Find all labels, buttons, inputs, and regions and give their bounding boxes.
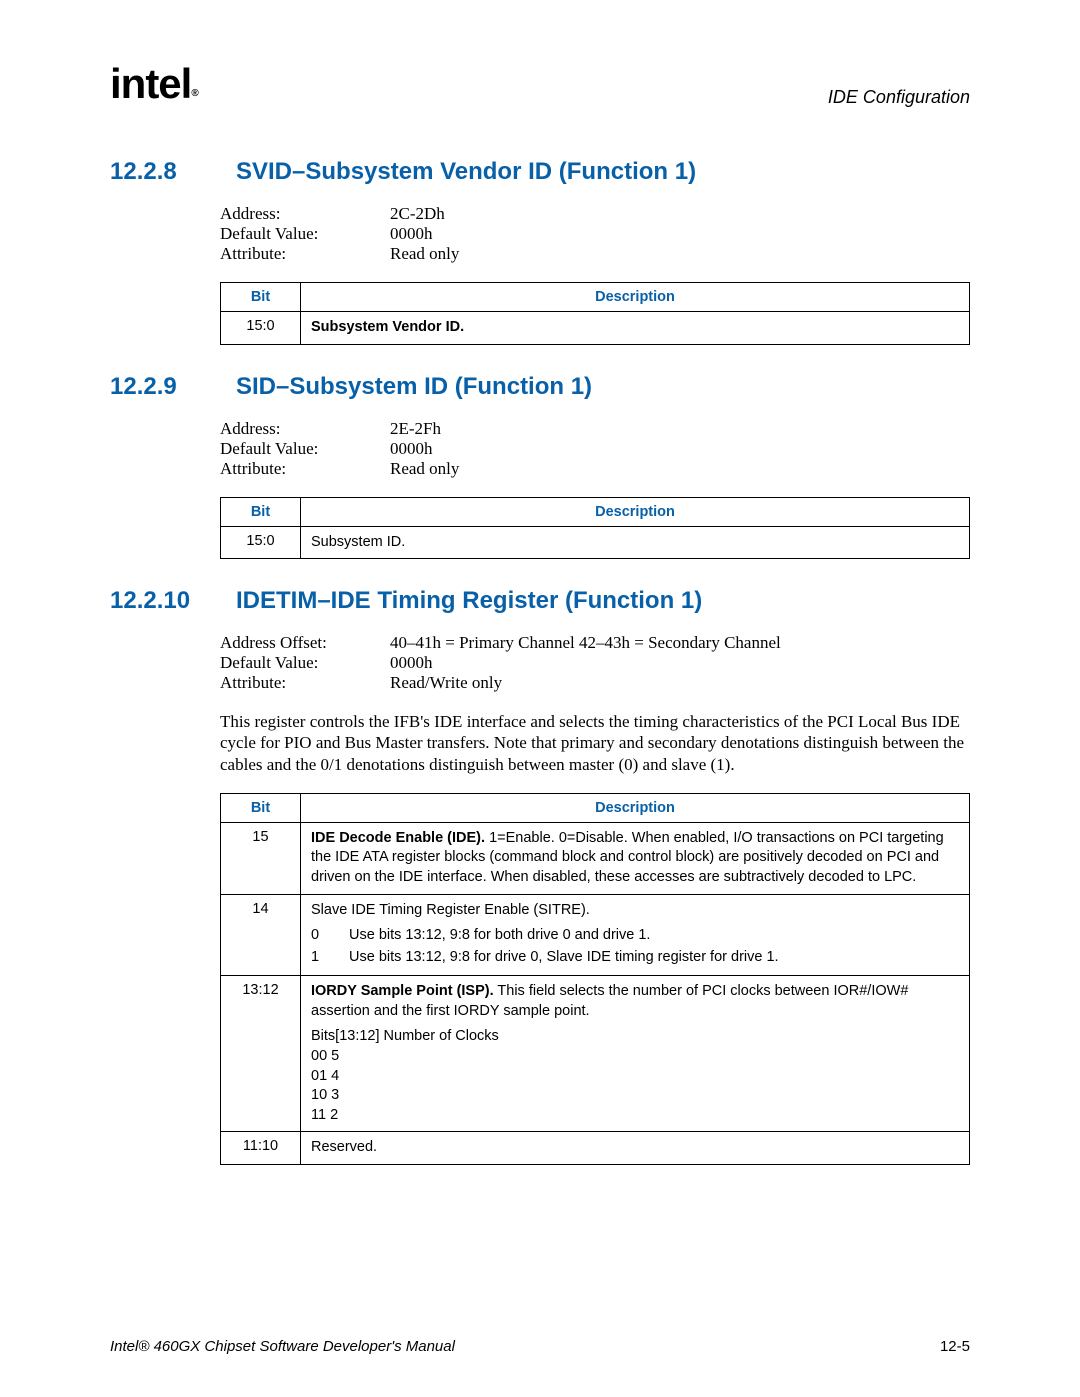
table-row: 13:12 IORDY Sample Point (ISP). This fie… [221, 976, 970, 1132]
page-number: 12-5 [940, 1338, 970, 1355]
field-value: 0000h [390, 653, 970, 673]
col-desc: Description [301, 793, 970, 822]
field-row: Attribute: Read/Write only [220, 673, 970, 693]
section-12-2-8: 12.2.8 SVID–Subsystem Vendor ID (Functio… [110, 158, 970, 345]
manual-title: Intel® 460GX Chipset Software Developer'… [110, 1338, 455, 1355]
logo-reg: ® [191, 88, 197, 99]
register-fields: Address Offset: 40–41h = Primary Channel… [220, 633, 970, 693]
field-row: Attribute: Read only [220, 244, 970, 264]
sub-value: Use bits 13:12, 9:8 for drive 0, Slave I… [349, 948, 779, 968]
desc-bold: IORDY Sample Point (ISP). [311, 983, 494, 999]
col-bit: Bit [221, 497, 301, 526]
col-desc: Description [301, 283, 970, 312]
field-row: Attribute: Read only [220, 459, 970, 479]
bit-cell: 15 [221, 822, 301, 894]
sub-list-row: 0 Use bits 13:12, 9:8 for both drive 0 a… [311, 926, 959, 946]
desc-cell: IDE Decode Enable (IDE). 1=Enable. 0=Dis… [301, 822, 970, 894]
register-table: Bit Description 15:0 Subsystem ID. [220, 497, 970, 560]
col-desc: Description [301, 497, 970, 526]
field-row: Default Value: 0000h [220, 224, 970, 244]
desc-cell: IORDY Sample Point (ISP). This field sel… [301, 976, 970, 1132]
clock-line: 00 5 [311, 1047, 959, 1067]
field-value: 40–41h = Primary Channel 42–43h = Second… [390, 633, 970, 653]
section-number: 12.2.8 [110, 158, 202, 186]
table-row: 15:0 Subsystem ID. [221, 526, 970, 559]
page-footer: Intel® 460GX Chipset Software Developer'… [110, 1338, 970, 1355]
table-row: 15:0 Subsystem Vendor ID. [221, 312, 970, 345]
field-value: 2E-2Fh [390, 419, 970, 439]
field-label: Default Value: [220, 224, 390, 244]
section-heading: 12.2.10 IDETIM–IDE Timing Register (Func… [110, 587, 970, 615]
field-value: Read/Write only [390, 673, 970, 693]
section-number: 12.2.10 [110, 587, 202, 615]
section-12-2-10: 12.2.10 IDETIM–IDE Timing Register (Func… [110, 587, 970, 1165]
bit-cell: 14 [221, 894, 301, 976]
col-bit: Bit [221, 793, 301, 822]
desc-cell: Reserved. [301, 1132, 970, 1165]
desc-cell: Subsystem Vendor ID. [301, 312, 970, 345]
table-header-row: Bit Description [221, 793, 970, 822]
register-fields: Address: 2C-2Dh Default Value: 0000h Att… [220, 204, 970, 264]
sub-list: 0 Use bits 13:12, 9:8 for both drive 0 a… [311, 926, 959, 967]
table-row: 15 IDE Decode Enable (IDE). 1=Enable. 0=… [221, 822, 970, 894]
sub-key: 0 [311, 926, 331, 946]
field-label: Address: [220, 204, 390, 224]
register-table: Bit Description 15 IDE Decode Enable (ID… [220, 793, 970, 1165]
field-row: Default Value: 0000h [220, 653, 970, 673]
bit-cell: 11:10 [221, 1132, 301, 1165]
section-heading: 12.2.8 SVID–Subsystem Vendor ID (Functio… [110, 158, 970, 186]
table-row: 14 Slave IDE Timing Register Enable (SIT… [221, 894, 970, 976]
register-table: Bit Description 15:0 Subsystem Vendor ID… [220, 282, 970, 345]
sub-heading: Bits[13:12] Number of Clocks [311, 1027, 959, 1047]
desc-bold: Subsystem Vendor ID. [311, 319, 464, 335]
desc-bold: IDE Decode Enable (IDE). [311, 830, 485, 846]
table-row: 11:10 Reserved. [221, 1132, 970, 1165]
field-value: Read only [390, 244, 970, 264]
table-header-row: Bit Description [221, 283, 970, 312]
field-label: Default Value: [220, 439, 390, 459]
section-number: 12.2.9 [110, 373, 202, 401]
field-value: Read only [390, 459, 970, 479]
sub-key: 1 [311, 948, 331, 968]
field-label: Attribute: [220, 459, 390, 479]
chapter-title: IDE Configuration [828, 87, 970, 108]
field-value: 0000h [390, 439, 970, 459]
section-body: This register controls the IFB's IDE int… [220, 711, 970, 775]
intel-logo: intel® [110, 60, 198, 108]
field-label: Address: [220, 419, 390, 439]
bit-cell: 13:12 [221, 976, 301, 1132]
field-row: Default Value: 0000h [220, 439, 970, 459]
field-label: Attribute: [220, 244, 390, 264]
field-label: Attribute: [220, 673, 390, 693]
field-row: Address Offset: 40–41h = Primary Channel… [220, 633, 970, 653]
desc-cell: Slave IDE Timing Register Enable (SITRE)… [301, 894, 970, 976]
desc-text: Slave IDE Timing Register Enable (SITRE)… [311, 902, 590, 918]
sub-list-row: 1 Use bits 13:12, 9:8 for drive 0, Slave… [311, 948, 959, 968]
clock-line: 01 4 [311, 1067, 959, 1087]
clock-line: 10 3 [311, 1086, 959, 1106]
section-12-2-9: 12.2.9 SID–Subsystem ID (Function 1) Add… [110, 373, 970, 560]
table-header-row: Bit Description [221, 497, 970, 526]
field-value: 0000h [390, 224, 970, 244]
clock-line: 11 2 [311, 1106, 959, 1126]
page: intel® IDE Configuration 12.2.8 SVID–Sub… [0, 0, 1080, 1397]
field-label: Address Offset: [220, 633, 390, 653]
section-title: SID–Subsystem ID (Function 1) [236, 373, 592, 401]
field-label: Default Value: [220, 653, 390, 673]
field-value: 2C-2Dh [390, 204, 970, 224]
sub-value: Use bits 13:12, 9:8 for both drive 0 and… [349, 926, 650, 946]
bit-cell: 15:0 [221, 312, 301, 345]
desc-cell: Subsystem ID. [301, 526, 970, 559]
section-title: SVID–Subsystem Vendor ID (Function 1) [236, 158, 696, 186]
bit-cell: 15:0 [221, 526, 301, 559]
register-fields: Address: 2E-2Fh Default Value: 0000h Att… [220, 419, 970, 479]
col-bit: Bit [221, 283, 301, 312]
page-header: intel® IDE Configuration [110, 60, 970, 108]
field-row: Address: 2E-2Fh [220, 419, 970, 439]
section-title: IDETIM–IDE Timing Register (Function 1) [236, 587, 702, 615]
section-heading: 12.2.9 SID–Subsystem ID (Function 1) [110, 373, 970, 401]
field-row: Address: 2C-2Dh [220, 204, 970, 224]
logo-text: intel [110, 60, 191, 107]
